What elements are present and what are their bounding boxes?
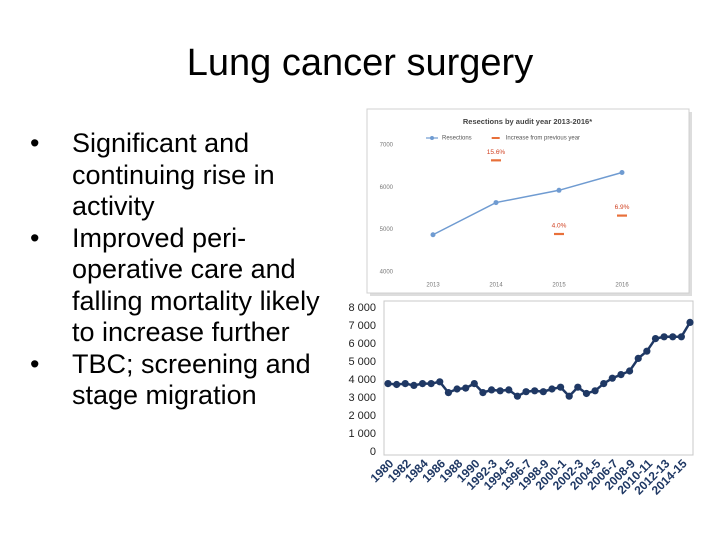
bullet: Significant and continuing rise in activ… — [30, 128, 334, 223]
data-point — [617, 371, 625, 379]
legend-swatch — [430, 136, 434, 140]
data-point — [619, 170, 625, 176]
y-tick-label: 4 000 — [348, 374, 376, 386]
data-point — [470, 380, 478, 388]
bullet-list: Significant and continuing rise in activ… — [30, 128, 340, 412]
data-point — [643, 347, 651, 355]
x-tick-label: 2015 — [552, 283, 566, 289]
data-point — [487, 386, 496, 394]
data-point — [651, 335, 660, 343]
data-point — [600, 380, 608, 388]
data-point — [556, 187, 562, 193]
data-point — [669, 333, 677, 341]
y-tick-label: 0 — [370, 446, 376, 458]
data-point — [522, 388, 530, 396]
y-tick-label: 5000 — [380, 227, 394, 233]
data-point — [626, 367, 634, 375]
data-point — [430, 232, 436, 238]
data-point — [582, 389, 591, 398]
y-tick-label: 7 000 — [348, 320, 376, 332]
y-tick-label: 2 000 — [348, 410, 376, 422]
value-label: 6.9% — [615, 204, 630, 211]
data-point — [660, 333, 668, 341]
data-point — [410, 381, 418, 389]
y-tick-label: 1 000 — [348, 428, 376, 440]
data-point — [427, 380, 435, 388]
bullet: Improved peri-operative care and falling… — [30, 223, 334, 349]
data-point — [384, 380, 392, 388]
x-tick-label: 2013 — [426, 283, 440, 289]
data-point — [591, 387, 599, 395]
data-point — [608, 374, 616, 382]
y-tick-label: 5 000 — [348, 356, 376, 368]
y-tick-label: 6000 — [380, 185, 394, 191]
data-point — [401, 380, 409, 388]
y-tick-label: 7000 — [380, 143, 394, 149]
legend-swatch — [491, 137, 500, 139]
data-point — [513, 392, 522, 400]
data-point — [418, 380, 427, 388]
data-point — [453, 385, 461, 393]
data-point — [677, 333, 685, 341]
data-point — [634, 354, 642, 362]
data-point — [493, 200, 499, 206]
data-point — [531, 387, 539, 395]
legend-label: Increase from previous year — [506, 136, 580, 142]
bullet: TBC; screening and stage migration — [30, 349, 334, 412]
y-tick-label: 3 000 — [348, 392, 376, 404]
increase-marker — [554, 232, 564, 236]
data-point — [574, 383, 582, 391]
x-tick-label: 2016 — [615, 283, 629, 289]
data-point — [505, 386, 513, 394]
increase-marker — [491, 159, 501, 162]
x-tick-label: 2014 — [489, 283, 503, 289]
data-point — [496, 387, 504, 395]
data-point — [393, 380, 401, 389]
legend-label: Resections — [442, 136, 472, 142]
data-point — [556, 383, 565, 391]
chart-frame — [366, 108, 690, 294]
value-label: 4.0% — [552, 223, 567, 230]
increase-marker — [617, 214, 627, 217]
data-point — [436, 378, 444, 386]
value-label: 15.6% — [487, 149, 506, 156]
y-tick-label: 4000 — [380, 270, 394, 276]
plot-frame — [383, 300, 694, 456]
data-point — [686, 318, 694, 326]
data-point — [548, 385, 556, 393]
data-point — [479, 389, 487, 397]
data-point — [444, 389, 452, 397]
data-point — [539, 388, 547, 396]
data-point — [462, 384, 470, 392]
data-point — [565, 392, 573, 400]
series-line — [432, 171, 623, 236]
chart-title: Resections by audit year 2013-2016* — [463, 117, 592, 126]
y-tick-label: 6 000 — [348, 338, 376, 350]
y-tick-label: 8 000 — [348, 302, 376, 314]
slide-title: Lung cancer surgery — [186, 42, 534, 84]
